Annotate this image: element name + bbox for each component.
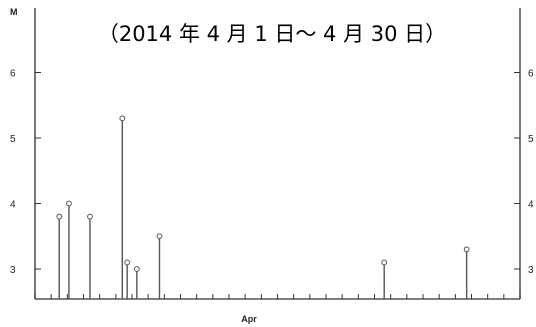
event-marker xyxy=(66,200,72,207)
event-marker xyxy=(381,259,388,266)
y-tick-label-right: 6 xyxy=(528,69,534,80)
event-marker xyxy=(119,115,126,122)
y-tick-label-left: 4 xyxy=(10,200,16,211)
y-tick-label-left: 6 xyxy=(10,69,16,80)
y-tick-label-right: 4 xyxy=(528,200,534,211)
y-tick-label-left: 3 xyxy=(10,265,16,276)
event-stems xyxy=(56,115,470,299)
event-marker xyxy=(463,246,470,253)
y-tick-label-right: 3 xyxy=(528,265,534,276)
y-axis-ticks: 3 3 4 4 5 5 6 6 xyxy=(10,69,534,277)
x-axis-ticks xyxy=(34,294,521,299)
chart-period-title: （2014 年 4 月 1 日～ 4 月 30 日） xyxy=(98,22,446,46)
event-marker xyxy=(156,233,163,240)
x-axis-month-label: Apr xyxy=(241,314,257,324)
y-tick-label-left: 5 xyxy=(10,134,16,145)
event-marker xyxy=(56,213,63,220)
y-axis-label: M xyxy=(10,7,18,17)
event-marker xyxy=(87,213,93,220)
event-marker xyxy=(133,266,140,272)
y-tick-label-right: 5 xyxy=(528,134,534,145)
event-marker xyxy=(124,259,131,266)
